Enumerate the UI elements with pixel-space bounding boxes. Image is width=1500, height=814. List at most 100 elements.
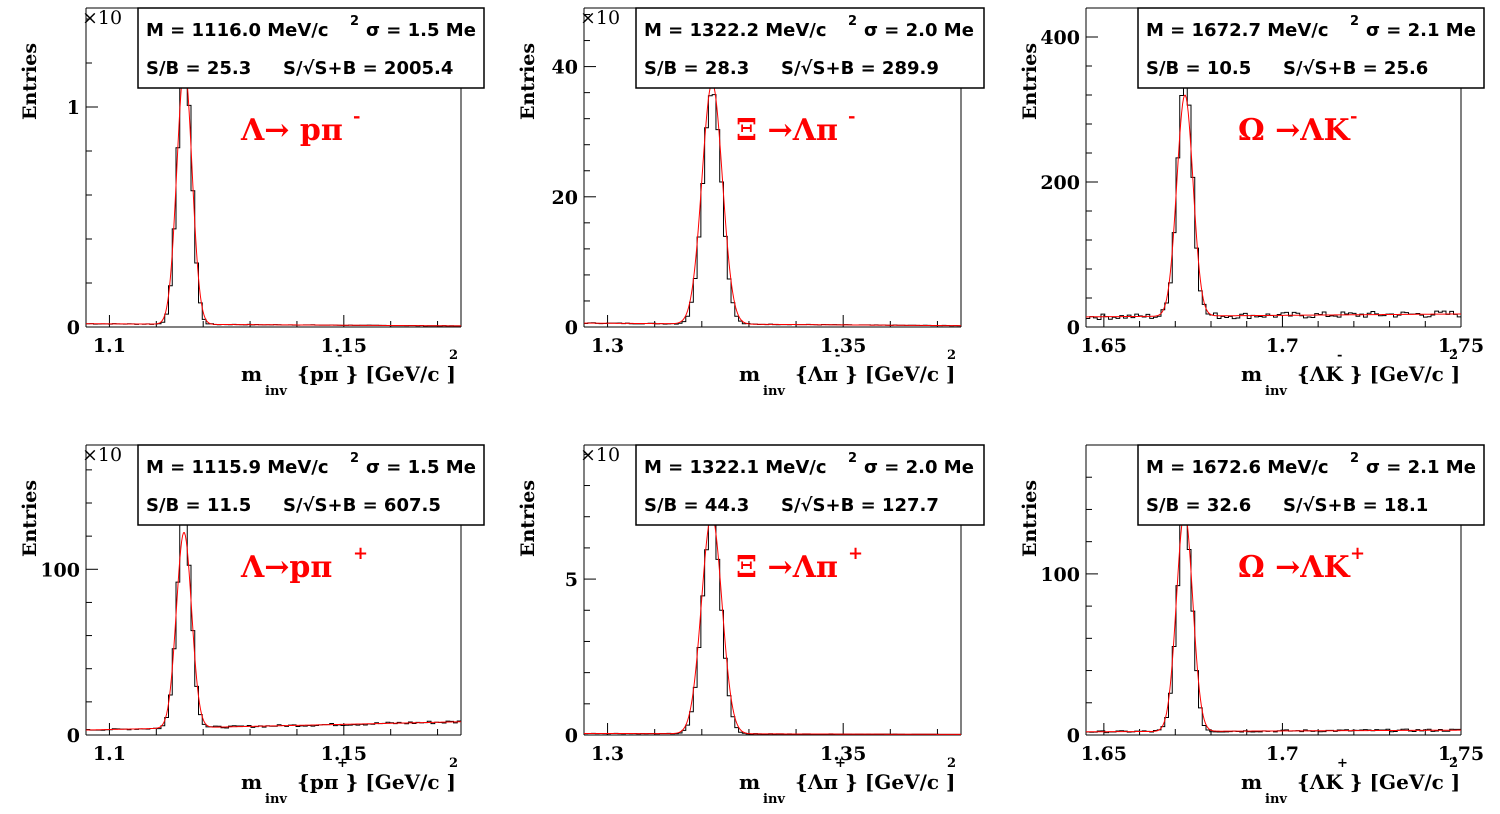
- y-tick-label: 0: [1067, 725, 1080, 747]
- stat-signal-to-background: S/B = 10.5: [1146, 58, 1251, 79]
- x-tick-label: 1.15: [321, 743, 367, 765]
- decay-label: Λ→ pπ: [240, 113, 343, 148]
- stat-sigma: σ = 2.0 Me: [864, 20, 974, 41]
- histogram-series: [1085, 505, 1461, 735]
- x-axis-title-exponent: 2: [449, 348, 458, 363]
- x-tick-label: 1.65: [1081, 335, 1127, 357]
- x-axis-title-subscript: inv: [1265, 384, 1287, 399]
- y-tick-label: 1: [67, 97, 80, 119]
- decay-charge-label: +: [848, 543, 863, 564]
- x-axis-title-charge: -: [1337, 348, 1342, 363]
- x-axis-title-exponent: 2: [449, 756, 458, 771]
- y-tick-label: 100: [1040, 564, 1080, 586]
- fit-curve: [1085, 511, 1461, 733]
- x-tick-label: 1.75: [1438, 335, 1484, 357]
- stats-text: M = 1322.2 MeV/c 2 σ = 2.0 Me S/B = 28.3 S/√…: [644, 14, 974, 79]
- x-tick-label: 1.75: [1438, 743, 1484, 765]
- x-axis-title-symbol: m: [1241, 362, 1262, 386]
- fit-curve: [85, 65, 462, 327]
- y-axis-title: Entries: [1019, 43, 1041, 120]
- stats-text: M = 1322.1 MeV/c 2 σ = 2.0 Me S/B = 44.3 S/√…: [644, 451, 974, 516]
- histogram-series: [85, 49, 461, 327]
- stat-significance: S/√S+B = 2005.4: [283, 58, 453, 79]
- x-axis-title-symbol: m: [739, 362, 760, 386]
- stat-mass-exponent: 2: [1350, 451, 1359, 466]
- y-tick-label: 20: [552, 187, 578, 209]
- y-tick-label: 0: [565, 317, 578, 339]
- x-axis-title-symbol: m: [241, 362, 262, 386]
- y-tick-label: 0: [67, 317, 80, 339]
- x-tick-label: 1.35: [820, 743, 866, 765]
- x-tick-label: 1.7: [1266, 743, 1299, 765]
- y-axis-title: Entries: [517, 480, 539, 557]
- x-tick-label: 1.1: [93, 743, 126, 765]
- x-axis-title-subscript: inv: [1265, 792, 1287, 807]
- decay-charge-label: -: [848, 106, 855, 127]
- x-axis-title-exponent: 2: [1449, 756, 1458, 771]
- stats-box: [635, 444, 985, 526]
- fit-curve: [584, 515, 962, 735]
- y-tick-label: 200: [1040, 172, 1080, 194]
- x-axis-title-subscript: inv: [265, 384, 287, 399]
- stat-mass: M = 1116.0 MeV/c: [146, 20, 329, 41]
- y-tick-label: 5: [565, 569, 578, 591]
- x-axis-title: {ΛK } [GeV/c ]: [1297, 770, 1460, 794]
- x-tick-label: 1.1: [93, 335, 126, 357]
- stat-significance: S/√S+B = 18.1: [1283, 495, 1428, 516]
- y-exponent-label: ×10: [82, 444, 122, 466]
- stat-signal-to-background: S/B = 25.3: [146, 58, 251, 79]
- y-axis-title: Entries: [19, 480, 41, 557]
- y-exponent-label: ×10: [82, 7, 122, 29]
- x-axis-title-subscript: inv: [763, 384, 785, 399]
- stat-mass-exponent: 2: [848, 14, 857, 29]
- y-tick-label: 0: [1067, 317, 1080, 339]
- decay-label: Ξ →Λπ: [736, 113, 838, 148]
- stat-sigma: σ = 2.0 Me: [864, 457, 974, 478]
- x-axis-title-charge: +: [1337, 756, 1348, 771]
- y-tick-label: 0: [67, 725, 80, 747]
- stats-box: [1137, 444, 1485, 526]
- x-axis-title-subscript: inv: [265, 792, 287, 807]
- stat-mass-exponent: 2: [350, 14, 359, 29]
- stat-sigma: σ = 2.1 Me: [1366, 20, 1476, 41]
- stat-signal-to-background: S/B = 32.6: [1146, 495, 1251, 516]
- stats-box: [137, 7, 485, 89]
- stats-box: [635, 7, 985, 89]
- stat-mass-exponent: 2: [1350, 14, 1359, 29]
- decay-label: Ξ →Λπ: [736, 550, 838, 585]
- stat-signal-to-background: S/B = 28.3: [644, 58, 749, 79]
- fit-curve: [1085, 94, 1462, 318]
- y-axis-title: Entries: [1019, 480, 1041, 557]
- panel-1: 0 1 1.1 1.15 Entries ×10 M = 1116.0 MeV/c 2 σ = …: [19, 7, 485, 399]
- y-exponent-label: ×10: [580, 444, 620, 466]
- x-axis-title-exponent: 2: [947, 348, 956, 363]
- stat-significance: S/√S+B = 289.9: [781, 58, 939, 79]
- stat-significance: S/√S+B = 127.7: [781, 495, 939, 516]
- histogram-series: [1085, 70, 1461, 327]
- x-axis-title: {ΛK } [GeV/c ]: [1297, 362, 1460, 386]
- x-tick-label: 1.35: [820, 335, 866, 357]
- y-tick-label: 0: [565, 725, 578, 747]
- stat-sigma: σ = 1.5 Me: [366, 457, 476, 478]
- x-axis-title: {Λπ } [GeV/c ]: [795, 770, 956, 794]
- x-axis-title-exponent: 2: [1449, 348, 1458, 363]
- x-axis-title-symbol: m: [241, 770, 262, 794]
- y-exponent-label: ×10: [580, 7, 620, 29]
- stats-text: M = 1672.6 MeV/c 2 σ = 2.1 Me S/B = 32.6 S/√…: [1146, 451, 1476, 516]
- x-axis-title-exponent: 2: [947, 756, 956, 771]
- x-tick-label: 1.7: [1266, 335, 1299, 357]
- fit-curve: [85, 532, 462, 731]
- x-tick-label: 1.15: [321, 335, 367, 357]
- x-axis-title: {Λπ } [GeV/c ]: [795, 362, 956, 386]
- x-axis-title-charge: -: [835, 348, 840, 363]
- decay-charge-label: -: [1350, 106, 1357, 127]
- x-tick-label: 1.3: [591, 743, 624, 765]
- y-tick-label: 400: [1040, 27, 1080, 49]
- decay-charge-label: +: [1350, 543, 1365, 564]
- y-axis-title: Entries: [517, 43, 539, 120]
- stat-mass: M = 1672.7 MeV/c: [1146, 20, 1329, 41]
- stat-mass: M = 1322.1 MeV/c: [644, 457, 827, 478]
- panel-3: 0 200 400 1.65 1.7 1.75 Entries M = 1672.7 MeV/…: [1019, 7, 1485, 399]
